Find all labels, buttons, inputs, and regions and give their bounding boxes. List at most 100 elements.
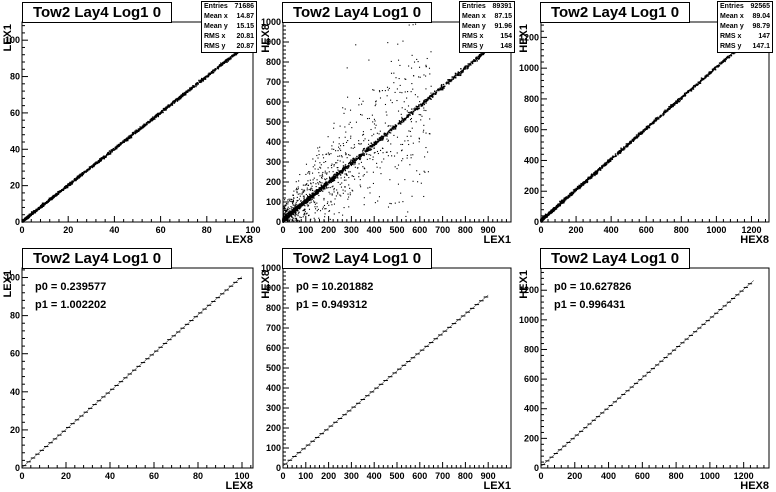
- scatter-point: [336, 173, 338, 175]
- scatter-point: [181, 95, 184, 97]
- scatter-point: [289, 208, 291, 210]
- scatter-point: [346, 157, 348, 159]
- scatter-point: [319, 187, 321, 189]
- scatter-point: [313, 217, 315, 219]
- scatter-point: [401, 160, 403, 162]
- scatter-point: [351, 161, 353, 163]
- scatter-point: [420, 104, 422, 107]
- scatter-point: [309, 179, 311, 181]
- scatter-point: [180, 95, 182, 97]
- scatter-point: [131, 134, 134, 136]
- scatter-point: [330, 179, 332, 181]
- scatter-point: [220, 62, 222, 64]
- scatter-point: [297, 205, 300, 208]
- scatter-point: [282, 212, 284, 214]
- scatter-point: [348, 221, 350, 223]
- scatter-point: [306, 197, 308, 199]
- scatter-point: [289, 213, 291, 215]
- scatter-point: [152, 117, 155, 120]
- scatter-point: [71, 181, 73, 183]
- scatter-point: [368, 59, 370, 61]
- scatter-point: [385, 133, 388, 136]
- scatter-point: [478, 56, 481, 59]
- scatter-point: [308, 193, 311, 195]
- scatter-point: [387, 140, 389, 142]
- stats-key: RMS y: [462, 43, 484, 50]
- scatter-point: [339, 160, 341, 162]
- scatter-point: [154, 114, 157, 117]
- scatter-point: [352, 147, 354, 149]
- scatter-point: [420, 114, 422, 116]
- scatter-point: [679, 97, 682, 100]
- scatter-point: [148, 121, 150, 124]
- scatter-point: [378, 140, 380, 142]
- scatter-point: [314, 212, 316, 214]
- scatter-point: [423, 170, 425, 172]
- scatter-point: [297, 199, 299, 201]
- scatter-point: [333, 187, 335, 190]
- scatter-point: [342, 189, 344, 191]
- scatter-point: [332, 141, 334, 143]
- scatter-point: [637, 133, 639, 136]
- scatter-point: [340, 145, 342, 147]
- scatter-point: [358, 140, 360, 142]
- scatter-point: [405, 215, 407, 218]
- scatter-point: [353, 175, 355, 178]
- scatter-point: [394, 91, 396, 93]
- scatter-point: [439, 87, 441, 89]
- scatter-point: [320, 164, 322, 166]
- scatter-point: [81, 174, 83, 177]
- scatter-point: [292, 217, 294, 219]
- scatter-point: [304, 211, 306, 213]
- scatter-point: [405, 78, 407, 80]
- scatter-point: [397, 123, 400, 125]
- scatter-point: [403, 101, 405, 103]
- scatter-point: [564, 197, 567, 199]
- scatter-point: [581, 183, 584, 186]
- scatter-point: [173, 102, 176, 104]
- scatter-point: [127, 138, 130, 140]
- scatter-point: [460, 68, 462, 70]
- scatter-point: [315, 186, 317, 188]
- scatter-point: [185, 90, 188, 92]
- scatter-point: [431, 93, 434, 96]
- scatter-point: [648, 126, 651, 129]
- scatter-point: [361, 114, 363, 116]
- scatter-point: [339, 170, 341, 173]
- scatter-point: [351, 159, 354, 162]
- scatter-point: [358, 163, 360, 165]
- scatter-point: [359, 97, 361, 99]
- scatter-point: [180, 94, 182, 96]
- scatter-point: [345, 131, 347, 133]
- scatter-point: [48, 200, 50, 202]
- scatter-point: [343, 166, 346, 169]
- scatter-point: [417, 61, 419, 63]
- scatter-point: [332, 179, 335, 182]
- scatter-point: [295, 189, 297, 191]
- scatter-point: [337, 155, 339, 157]
- scatter-point: [304, 190, 306, 192]
- scatter-point: [25, 217, 28, 219]
- scatter-point: [220, 65, 222, 67]
- scatter-point: [183, 94, 185, 96]
- scatter-point: [376, 150, 379, 153]
- scatter-point: [425, 66, 427, 68]
- x-tick-label: 40: [109, 225, 119, 235]
- scatter-point: [416, 107, 418, 109]
- scatter-point: [348, 206, 350, 208]
- scatter-point: [53, 196, 55, 199]
- scatter-point: [342, 142, 344, 145]
- scatter-point: [347, 140, 349, 142]
- scatter-point: [128, 136, 131, 139]
- scatter-point: [293, 217, 295, 219]
- scatter-point: [601, 165, 603, 167]
- scatter-point: [406, 157, 408, 159]
- scatter-point: [352, 162, 355, 164]
- scatter-point: [344, 186, 346, 188]
- scatter-point: [187, 90, 190, 92]
- scatter-point: [342, 168, 344, 171]
- scatter-point: [324, 188, 326, 190]
- scatter-point: [694, 84, 696, 87]
- scatter-point: [383, 132, 385, 135]
